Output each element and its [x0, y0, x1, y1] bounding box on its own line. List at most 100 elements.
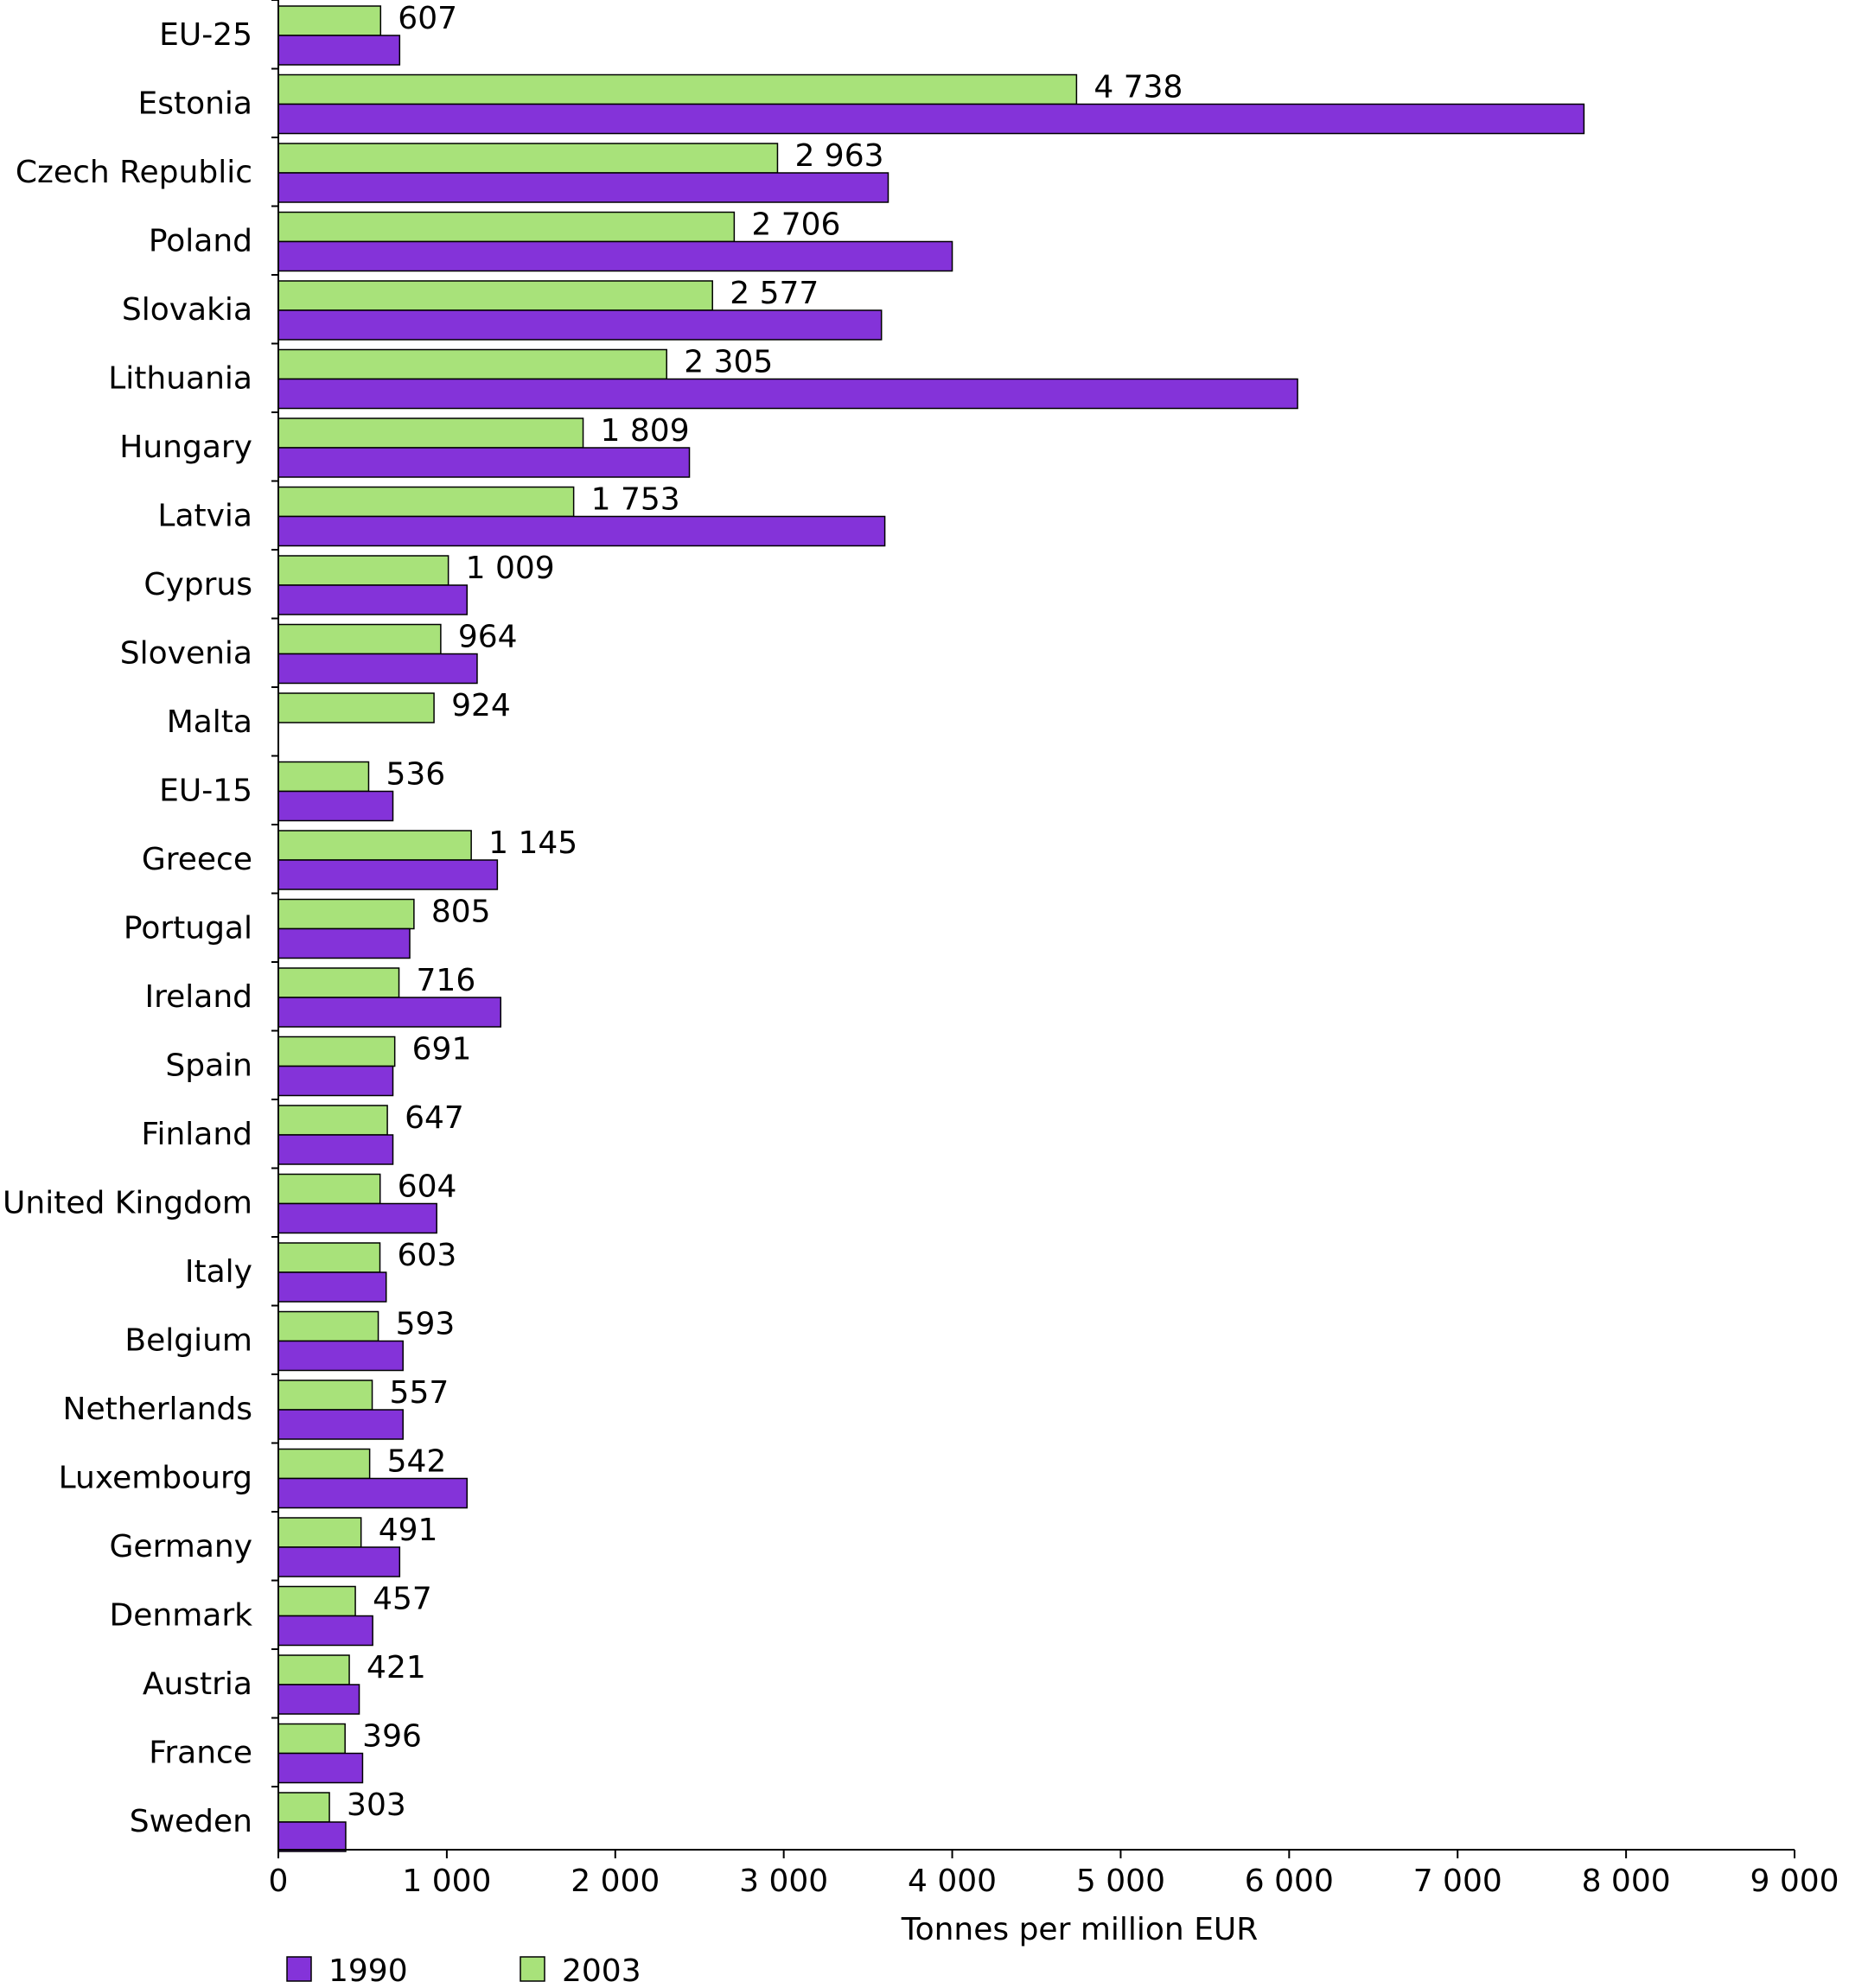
bar-1990-latvia	[277, 515, 886, 547]
category-label-sweden: Sweden	[130, 1804, 252, 1839]
bar-1990-slovenia	[277, 653, 478, 685]
value-label-2003-italy: 603	[398, 1238, 457, 1273]
value-label-2003-hungary: 1 809	[601, 413, 690, 449]
category-label-ireland: Ireland	[144, 979, 252, 1015]
bar-2003-spain	[277, 1035, 396, 1067]
bar-2003-latvia	[277, 486, 575, 518]
value-label-2003-ireland: 716	[417, 963, 476, 998]
bar-1990-hungary	[277, 447, 691, 478]
bar-1990-finland	[277, 1134, 394, 1165]
value-label-2003-denmark: 457	[373, 1582, 432, 1617]
category-label-lithuania: Lithuania	[108, 361, 252, 397]
value-label-2003-eu-15: 536	[386, 757, 445, 793]
category-label-czech-republic: Czech Republic	[16, 155, 252, 190]
series-2003-bars	[277, 5, 1078, 1823]
bar-1990-eu-25	[277, 35, 401, 66]
x-tick-label: 6 000	[1245, 1864, 1334, 1899]
x-axis-ticks	[277, 1850, 1795, 1858]
value-label-2003-spain: 691	[412, 1032, 472, 1067]
bar-2003-czech-republic	[277, 143, 779, 174]
category-label-netherlands: Netherlands	[63, 1392, 252, 1427]
series-1990-bars	[277, 35, 1585, 1852]
value-label-2003-poland: 2 706	[751, 207, 840, 243]
bar-2003-slovenia	[277, 623, 442, 655]
bar-2003-belgium	[277, 1310, 379, 1342]
category-label-portugal: Portugal	[124, 911, 252, 946]
x-tick-label: 3 000	[739, 1864, 828, 1899]
value-label-2003-france: 396	[362, 1719, 422, 1755]
value-label-2003-luxembourg: 542	[387, 1444, 447, 1480]
bar-1990-portugal	[277, 927, 411, 959]
bar-2003-poland	[277, 211, 736, 243]
x-axis-tick-labels: 0 1 000 2 000 3 000 4 000 5 000 6 000 7 000 8 00…	[269, 1864, 1839, 1899]
value-label-2003-united-kingdom: 604	[398, 1169, 457, 1205]
bar-2003-netherlands	[277, 1379, 373, 1411]
category-label-luxembourg: Luxembourg	[59, 1461, 252, 1496]
category-label-eu-15: EU-15	[159, 774, 252, 809]
bar-1990-france	[277, 1752, 364, 1784]
x-tick-label: 8 000	[1582, 1864, 1671, 1899]
bar-2003-slovakia	[277, 280, 713, 311]
bar-2003-ireland	[277, 967, 400, 998]
bar-2003-hungary	[277, 417, 584, 449]
category-label-germany: Germany	[110, 1529, 252, 1564]
category-label-united-kingdom: United Kingdom	[3, 1186, 252, 1221]
value-label-2003-finland: 647	[405, 1100, 464, 1136]
value-label-2003-austria: 421	[367, 1650, 426, 1685]
x-tick-label: 2 000	[571, 1864, 660, 1899]
category-label-italy: Italy	[185, 1254, 252, 1290]
value-labels: 607 4 738 2 963 2 706 2 577 2 305 1 809 1 753 1 …	[347, 1, 1183, 1823]
category-label-belgium: Belgium	[124, 1323, 252, 1359]
bar-1990-greece	[277, 859, 499, 890]
bar-2003-greece	[277, 830, 472, 861]
bar-2003-cyprus	[277, 555, 449, 586]
category-label-cyprus: Cyprus	[143, 567, 252, 602]
value-label-2003-slovenia: 964	[458, 620, 518, 655]
bar-1990-sweden	[277, 1821, 347, 1852]
bar-1990-eu-15	[277, 790, 394, 822]
category-label-slovenia: Slovenia	[120, 636, 252, 672]
value-label-2003-malta: 924	[451, 688, 511, 723]
category-label-finland: Finland	[141, 1117, 252, 1152]
category-label-slovakia: Slovakia	[122, 292, 252, 328]
bar-1990-estonia	[277, 103, 1585, 135]
x-tick-label: 4 000	[908, 1864, 997, 1899]
bar-1990-poland	[277, 240, 953, 272]
bar-1990-ireland	[277, 997, 502, 1028]
bar-2003-denmark	[277, 1585, 356, 1617]
value-label-2003-portugal: 805	[431, 895, 491, 930]
value-label-2003-belgium: 593	[396, 1307, 456, 1342]
x-tick-label: 7 000	[1413, 1864, 1502, 1899]
value-label-2003-cyprus: 1 009	[466, 551, 555, 586]
category-label-spain: Spain	[165, 1048, 252, 1084]
bar-1990-united-kingdom	[277, 1202, 437, 1234]
bar-2003-malta	[277, 692, 435, 723]
x-tick-label: 1 000	[402, 1864, 491, 1899]
category-label-denmark: Denmark	[110, 1598, 253, 1634]
bar-1990-germany	[277, 1546, 401, 1577]
bar-2003-austria	[277, 1654, 350, 1685]
legend-label-1990: 1990	[328, 1953, 408, 1988]
bar-2003-italy	[277, 1242, 381, 1273]
category-label-france: France	[149, 1736, 252, 1771]
bar-2003-sweden	[277, 1792, 330, 1823]
bar-1990-cyprus	[277, 584, 469, 615]
legend-swatch-2003	[520, 1956, 545, 1982]
bar-2003-eu-15	[277, 761, 370, 793]
bar-1990-netherlands	[277, 1409, 404, 1440]
bar-2003-portugal	[277, 898, 415, 930]
category-label-poland: Poland	[149, 224, 252, 259]
bar-2003-finland	[277, 1105, 388, 1136]
value-label-2003-estonia: 4 738	[1093, 70, 1183, 105]
bar-2003-france	[277, 1723, 346, 1755]
x-tick-label: 5 000	[1076, 1864, 1165, 1899]
category-label-austria: Austria	[143, 1666, 252, 1702]
category-label-latvia: Latvia	[157, 499, 252, 534]
bar-1990-denmark	[277, 1615, 373, 1647]
x-axis-title: Tonnes per million EUR	[901, 1912, 1259, 1947]
bar-1990-spain	[277, 1065, 394, 1097]
bar-1990-lithuania	[277, 378, 1298, 410]
y-axis-ticks	[271, 0, 278, 1787]
bar-2003-estonia	[277, 73, 1078, 105]
value-label-2003-lithuania: 2 305	[684, 345, 773, 380]
